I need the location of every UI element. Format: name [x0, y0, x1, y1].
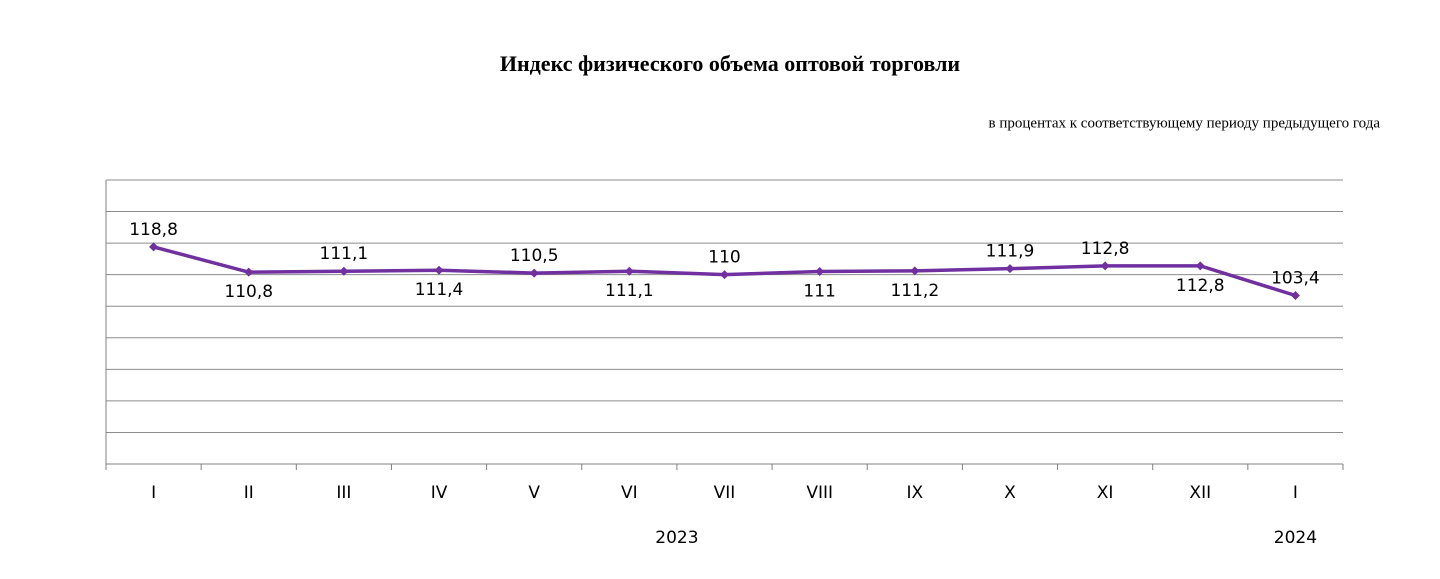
chart-subtitle: в процентах к соответствующему периоду п…: [989, 115, 1381, 131]
point: [1290, 290, 1300, 300]
point: [529, 268, 539, 278]
x-tick-label: I: [1293, 483, 1298, 503]
x-tick-label: V: [528, 483, 540, 503]
x-tick-label: VII: [714, 483, 736, 503]
x-tick-label: IV: [431, 483, 448, 503]
data-label: 110: [708, 248, 740, 268]
point: [624, 266, 634, 276]
point: [815, 267, 825, 277]
point: [1005, 264, 1015, 274]
x-group-label: 2023: [655, 528, 698, 548]
x-tick-label: XI: [1097, 483, 1114, 503]
x-tick-label: XII: [1189, 483, 1211, 503]
data-label: 111,4: [415, 280, 464, 300]
point: [149, 242, 159, 252]
data-label: 103,4: [1271, 268, 1320, 288]
point: [434, 265, 444, 275]
x-tick-label: IX: [906, 483, 923, 503]
x-tick-label: VI: [621, 483, 638, 503]
point: [1195, 261, 1205, 271]
data-label: 118,8: [129, 220, 178, 240]
data-label: 111,9: [986, 242, 1035, 262]
x-group-label: 2024: [1274, 528, 1317, 548]
x-tick-label: X: [1004, 483, 1016, 503]
x-tick-label: III: [336, 483, 351, 503]
point: [720, 270, 729, 280]
point: [339, 266, 349, 276]
data-label: 111,2: [890, 281, 939, 301]
data-label: 110,8: [224, 282, 273, 302]
x-tick-label: II: [244, 483, 254, 503]
point: [244, 267, 254, 277]
x-tick-label: VIII: [806, 483, 833, 503]
x-tick-label: I: [151, 483, 156, 503]
data-label: 112,8: [1176, 276, 1225, 296]
data-label: 111,1: [320, 244, 369, 264]
chart-title: Индекс физического объема оптовой торгов…: [500, 51, 961, 76]
data-label: 112,8: [1081, 239, 1130, 259]
data-label: 110,5: [510, 246, 559, 266]
data-label: 111: [803, 282, 835, 302]
data-label: 111,1: [605, 281, 654, 301]
point: [1100, 261, 1110, 271]
point: [910, 266, 920, 276]
